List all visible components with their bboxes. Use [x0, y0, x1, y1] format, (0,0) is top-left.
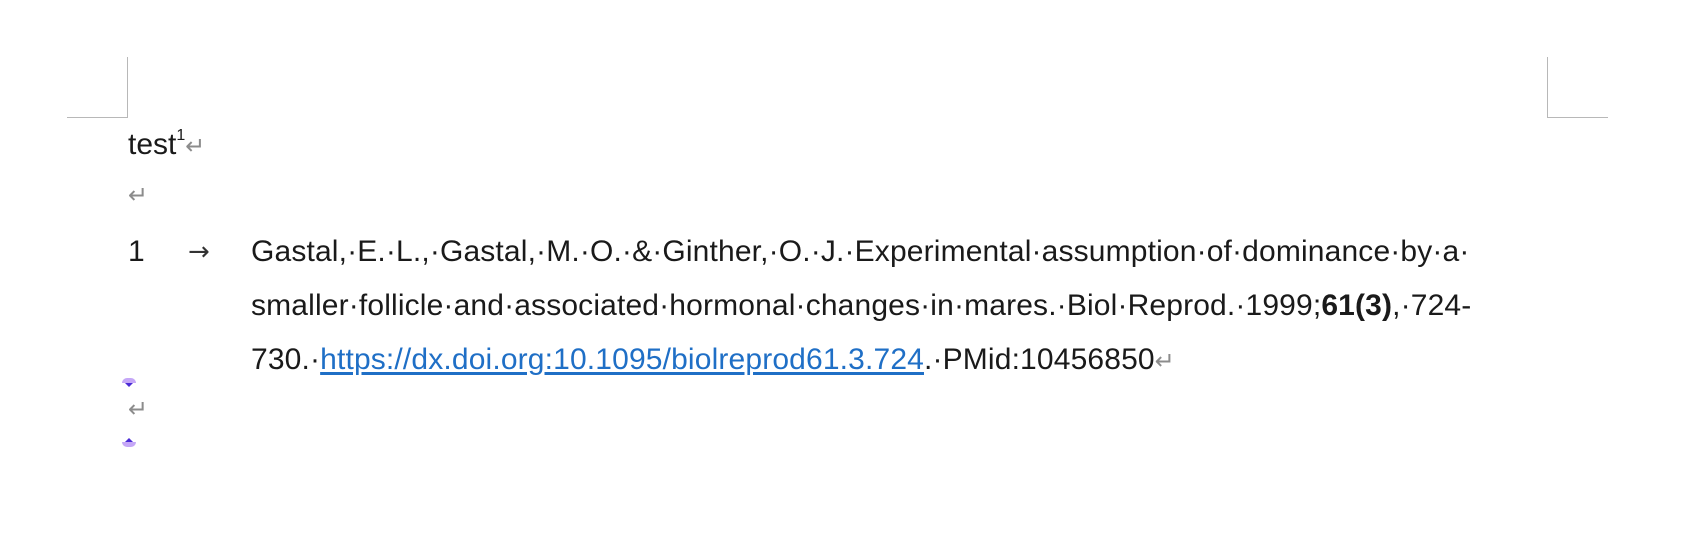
empty-paragraph[interactable]: ↵	[128, 167, 148, 222]
endnote-text: Gastal,·E.·L.,·Gastal,·M.·O.·&·Ginther,·…	[251, 235, 1470, 268]
endnote-reference-mark[interactable]: 1	[176, 127, 186, 144]
endnote-text: ,·724-	[1392, 289, 1472, 322]
endnote-text-line: 730.·https://dx.doi.org:10.1095/biolrepr…	[251, 333, 1175, 388]
body-text: test	[128, 128, 177, 161]
doi-link[interactable]: https://dx.doi.org:10.1095/biolreprod61.…	[320, 343, 924, 376]
endnote-text: smaller·follicle·and·associated·hormonal…	[251, 289, 1322, 322]
endnote-text: 730.·	[251, 343, 321, 376]
volume-issue: 61(3)	[1321, 289, 1393, 322]
empty-paragraph[interactable]: ↵	[128, 381, 148, 436]
tab-mark-icon: →	[188, 237, 210, 267]
paragraph-mark-icon: ↵	[185, 132, 206, 160]
body-paragraph[interactable]: test1↵	[128, 118, 205, 173]
endnote-text-line: smaller·follicle·and·associated·hormonal…	[251, 279, 1471, 333]
endnote-text-line: Gastal,·E.·L.,·Gastal,·M.·O.·&·Ginther,·…	[251, 225, 1470, 279]
drag-handle-icon[interactable]	[122, 378, 136, 388]
page-margin-corner-top-left	[67, 57, 128, 118]
page-margin-corner-top-right	[1547, 57, 1608, 118]
endnote-number: 1	[128, 235, 145, 268]
drag-handle-icon[interactable]	[122, 438, 136, 448]
paragraph-mark-icon: ↵	[128, 395, 149, 423]
paragraph-mark-icon: ↵	[128, 181, 149, 209]
endnote-text: .·PMid:10456850	[924, 343, 1155, 376]
paragraph-mark-icon: ↵	[1154, 347, 1176, 375]
